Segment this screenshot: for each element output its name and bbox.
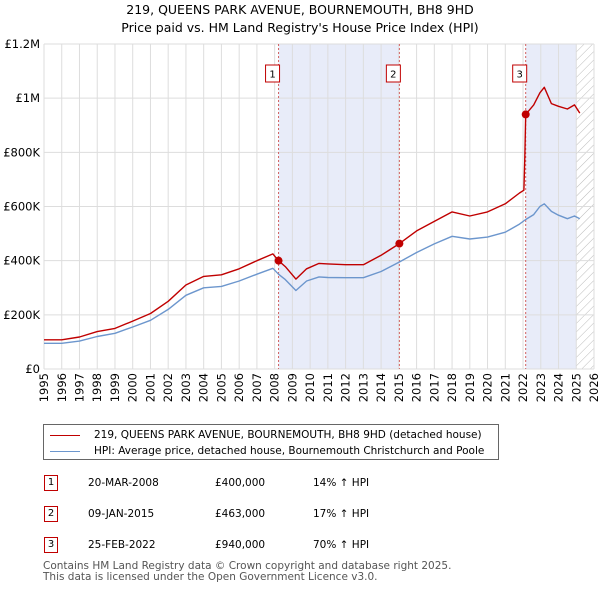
chart-title-line1: 219, QUEENS PARK AVENUE, BOURNEMOUTH, BH… [126,2,474,17]
x-tick-label: 2001 [143,373,157,402]
legend-label-property: 219, QUEENS PARK AVENUE, BOURNEMOUTH, BH… [94,429,482,441]
transaction-price: £400,000 [215,477,266,489]
transaction-marker: 2 [44,506,58,522]
y-tick-label: £400K [3,254,40,268]
x-tick-label: 1999 [108,373,122,402]
x-tick-label: 2002 [161,373,175,402]
sale-label-frame [385,64,401,83]
y-tick-label: £800K [3,145,40,159]
sale-label-box: 2 [385,64,401,83]
transaction-row: 3 25-FEB-2022 £940,000 70% ↑ HPI [0,536,600,556]
legend-label-hpi: HPI: Average price, detached house, Bour… [94,445,485,457]
transaction-date: 20-MAR-2008 [88,477,159,489]
sale-label-text: 1 [269,70,275,81]
footer-licence: This data is licensed under the Open Gov… [43,571,378,583]
x-tick-label: 2008 [268,373,282,402]
sale-point [521,110,530,119]
x-tick-label: 2018 [445,373,459,402]
transaction-row: 2 09-JAN-2015 £463,000 17% ↑ HPI [0,505,600,525]
chart-title-line2: Price paid vs. HM Land Registry's House … [121,20,479,35]
y-tick-label: £600K [3,200,40,214]
transaction-row: 1 20-MAR-2008 £400,000 14% ↑ HPI [0,474,600,494]
x-tick-label: 1995 [37,373,51,402]
sale-label-frame [265,64,281,83]
transaction-price: £940,000 [215,539,266,551]
x-tick-label: 2020 [481,373,495,402]
x-tick-label: 2025 [569,373,583,402]
y-tick-label: £0 [25,362,40,376]
transaction-marker: 1 [44,475,58,491]
y-tick-label: £1M [15,91,40,105]
property-price-line [44,86,581,341]
x-tick-label: 2005 [214,373,228,402]
sale-label-box: 1 [265,64,281,83]
x-tick-label: 2024 [552,373,566,402]
x-tick-label: 2022 [516,373,530,402]
sale-label-text: 3 [517,70,523,81]
transaction-marker: 3 [44,537,58,553]
transaction-price: £463,000 [215,508,266,520]
x-tick-label: 2019 [463,373,477,402]
chart-legend: 219, QUEENS PARK AVENUE, BOURNEMOUTH, BH… [43,424,499,460]
x-tick-label: 2010 [303,373,317,402]
sale-label-frame [512,64,528,83]
sale-label-box: 3 [512,64,528,83]
x-tick-label: 1998 [90,373,104,402]
legend-swatch-property [50,434,80,436]
x-tick-label: 2023 [534,373,548,402]
x-tick-label: 2015 [392,373,406,402]
x-tick-label: 2012 [339,373,353,402]
hpi-line [44,203,581,344]
x-tick-label: 1996 [55,373,69,402]
transaction-hpi-change: 14% ↑ HPI [313,477,370,489]
x-tick-label: 2009 [285,373,299,402]
x-tick-label: 2003 [179,373,193,402]
transaction-date: 25-FEB-2022 [88,539,156,551]
transaction-hpi-change: 17% ↑ HPI [313,508,370,520]
legend-item-hpi: HPI: Average price, detached house, Bour… [50,444,484,458]
legend-swatch-hpi [50,450,80,452]
x-tick-label: 2007 [250,373,264,402]
y-tick-label: £200K [3,308,40,322]
x-tick-label: 2021 [498,373,512,402]
sale-point [274,256,283,265]
x-tick-label: 2014 [374,373,388,402]
sale-point [395,239,404,248]
footer-copyright: Contains HM Land Registry data © Crown c… [43,560,452,572]
x-tick-label: 2000 [126,373,140,402]
y-tick-label: £1.2M [4,37,40,51]
price-chart: 1 2 3 £0 £200K £400K £600K £800K £1M £1.2M 1995 19… [3,37,600,402]
sale-label-text: 2 [390,70,396,81]
x-tick-label: 2016 [410,373,424,402]
x-tick-label: 2006 [232,373,246,402]
x-tick-label: 2017 [427,373,441,402]
x-tick-label: 1997 [73,373,87,402]
x-tick-label: 2004 [197,373,211,402]
x-tick-label: 2011 [321,373,335,402]
transaction-hpi-change: 70% ↑ HPI [313,539,370,551]
x-tick-label: 2026 [587,373,600,402]
legend-item-property: 219, QUEENS PARK AVENUE, BOURNEMOUTH, BH… [50,428,482,442]
x-tick-label: 2013 [356,373,370,402]
transaction-date: 09-JAN-2015 [88,508,155,520]
